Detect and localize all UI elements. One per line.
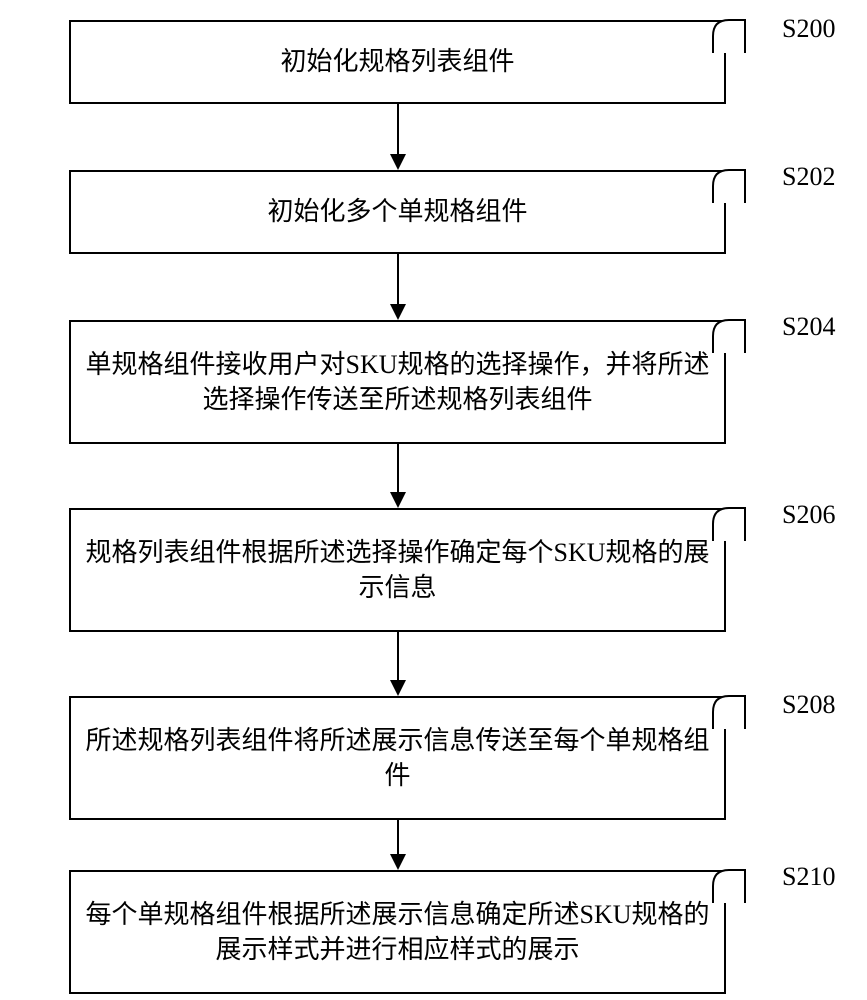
node-tab-S208: [712, 695, 746, 729]
arrow-head-icon: [390, 492, 406, 508]
node-tab-S200: [712, 19, 746, 53]
step-label-S202: S202: [782, 162, 835, 192]
arrow-head-icon: [390, 304, 406, 320]
edge-S200-S202: [390, 104, 406, 170]
flowchart-node-S208: 所述规格列表组件将所述展示信息传送至每个单规格组件: [69, 696, 726, 820]
step-label-S200: S200: [782, 14, 835, 44]
node-text: 所述规格列表组件将所述展示信息传送至每个单规格组件: [81, 723, 714, 793]
arrow-head-icon: [390, 854, 406, 870]
edge-S204-S206: [390, 444, 406, 508]
arrow-shaft: [397, 820, 399, 856]
flowchart-node-S210: 每个单规格组件根据所述展示信息确定所述SKU规格的展示样式并进行相应样式的展示: [69, 870, 726, 994]
node-tab-S204: [712, 319, 746, 353]
arrow-shaft: [397, 632, 399, 682]
edge-S208-S210: [390, 820, 406, 870]
node-text: 初始化规格列表组件: [280, 44, 514, 79]
edge-S202-S204: [390, 254, 406, 320]
arrow-shaft: [397, 444, 399, 494]
step-label-S208: S208: [782, 690, 835, 720]
arrow-head-icon: [390, 680, 406, 696]
flowchart-node-S200: 初始化规格列表组件: [69, 20, 726, 104]
node-text: 每个单规格组件根据所述展示信息确定所述SKU规格的展示样式并进行相应样式的展示: [81, 897, 714, 967]
arrow-shaft: [397, 104, 399, 156]
flowchart-node-S202: 初始化多个单规格组件: [69, 170, 726, 254]
step-label-S206: S206: [782, 500, 835, 530]
step-label-S204: S204: [782, 312, 835, 342]
flowchart-node-S206: 规格列表组件根据所述选择操作确定每个SKU规格的展示信息: [69, 508, 726, 632]
arrow-shaft: [397, 254, 399, 306]
node-tab-S210: [712, 869, 746, 903]
node-text: 规格列表组件根据所述选择操作确定每个SKU规格的展示信息: [81, 535, 714, 605]
node-text: 初始化多个单规格组件: [267, 194, 527, 229]
arrow-head-icon: [390, 154, 406, 170]
node-tab-S206: [712, 507, 746, 541]
edge-S206-S208: [390, 632, 406, 696]
flowchart-canvas: 初始化规格列表组件 S200 初始化多个单规格组件 S202 单规格组件接收用户对SKU…: [0, 0, 867, 1000]
node-text: 单规格组件接收用户对SKU规格的选择操作，并将所述选择操作传送至所述规格列表组件: [81, 347, 714, 417]
flowchart-node-S204: 单规格组件接收用户对SKU规格的选择操作，并将所述选择操作传送至所述规格列表组件: [69, 320, 726, 444]
node-tab-S202: [712, 169, 746, 203]
step-label-S210: S210: [782, 862, 835, 892]
